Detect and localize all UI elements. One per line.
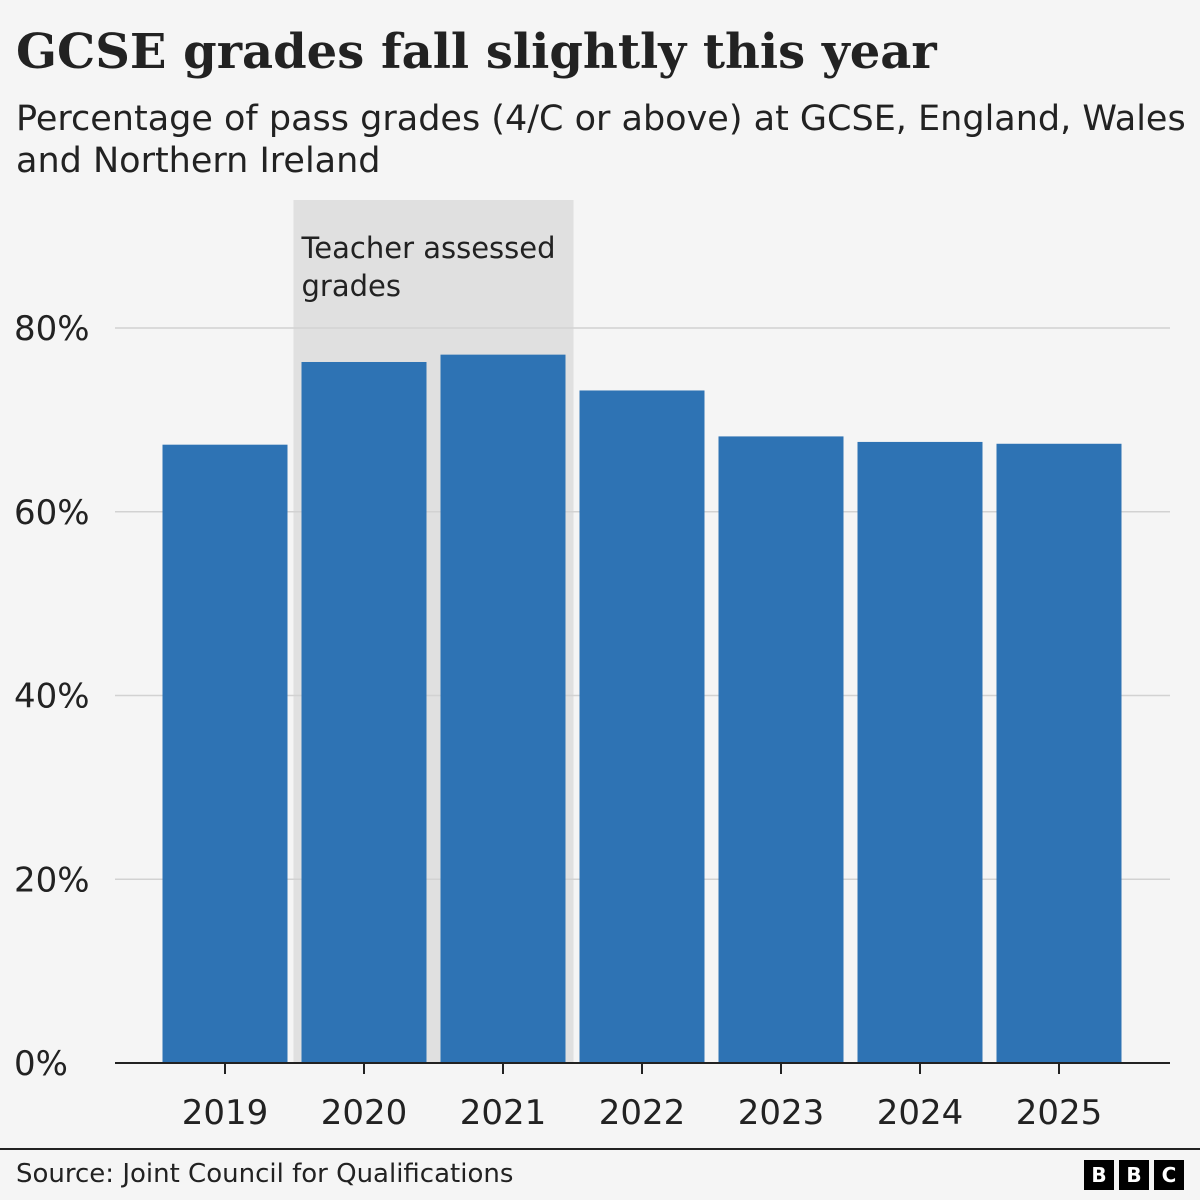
x-tick-label: 2020 bbox=[321, 1093, 408, 1133]
x-tick-label: 2019 bbox=[182, 1093, 269, 1133]
logo-letter-1: B bbox=[1084, 1160, 1114, 1190]
logo-letter-2: B bbox=[1119, 1160, 1149, 1190]
chart-title: GCSE grades fall slightly this year bbox=[16, 24, 937, 80]
y-tick-label: 60% bbox=[14, 493, 90, 533]
x-tick-label: 2022 bbox=[599, 1093, 686, 1133]
bar-2025 bbox=[996, 443, 1122, 1063]
chart-subtitle: Percentage of pass grades (4/C or above)… bbox=[16, 99, 1186, 181]
x-tick-label: 2024 bbox=[877, 1093, 964, 1133]
y-tick-label: 80% bbox=[14, 309, 90, 349]
x-tick-label: 2021 bbox=[460, 1093, 547, 1133]
footer-divider bbox=[0, 1148, 1200, 1150]
bar-2022 bbox=[579, 390, 705, 1064]
y-tick-label: 40% bbox=[14, 677, 90, 717]
bar-chart: Teacher assessed grades 0% 20% 40% 60% 80% 2019… bbox=[14, 200, 1170, 1133]
x-tick-label: 2023 bbox=[738, 1093, 825, 1133]
annotation-label: Teacher assessed bbox=[301, 231, 556, 265]
source-note: Source: Joint Council for Qualifications bbox=[16, 1159, 514, 1189]
bar-2019 bbox=[162, 444, 288, 1063]
x-tick-label: 2025 bbox=[1016, 1093, 1103, 1133]
y-tick-label: 0% bbox=[14, 1044, 68, 1084]
bar-2024 bbox=[857, 441, 983, 1063]
y-tick-label: 20% bbox=[14, 860, 90, 900]
bbc-logo: B B C bbox=[1084, 1160, 1184, 1190]
annotation-label: grades bbox=[302, 269, 401, 303]
logo-letter-3: C bbox=[1154, 1160, 1184, 1190]
bar-2020 bbox=[301, 361, 427, 1063]
bar-2023 bbox=[718, 436, 844, 1064]
bar-2021 bbox=[440, 354, 566, 1063]
